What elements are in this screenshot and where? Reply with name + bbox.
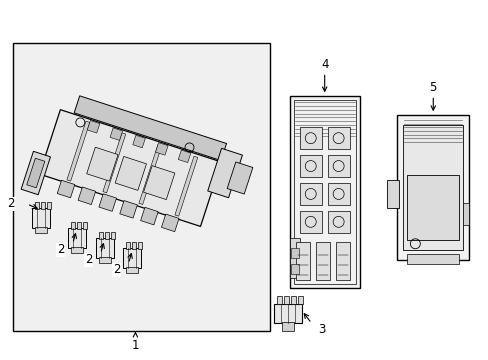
Bar [289,238,299,278]
Bar [297,296,302,303]
Text: 5: 5 [428,81,436,94]
Bar [126,242,130,249]
Polygon shape [27,158,45,188]
Bar [403,125,462,250]
Bar [99,232,102,239]
Bar [35,202,39,209]
Polygon shape [175,156,197,216]
Text: 2: 2 [85,253,92,266]
Bar [47,202,51,209]
Bar [82,222,86,229]
Polygon shape [143,166,175,199]
Bar [123,248,141,268]
Polygon shape [74,96,226,161]
Bar [283,296,288,303]
Text: 2: 2 [57,243,64,256]
Bar [13,42,269,332]
Bar [397,115,468,260]
Polygon shape [207,148,242,198]
Bar [41,202,45,209]
Bar [32,208,50,228]
Bar [95,238,113,258]
Bar [386,180,399,208]
Text: 2: 2 [7,197,15,210]
Bar [35,227,47,233]
Bar [71,222,75,229]
Polygon shape [139,144,162,204]
Bar [299,127,321,149]
Polygon shape [102,133,125,193]
Bar [295,242,309,280]
Text: 2: 2 [113,263,120,276]
Bar [290,296,295,303]
Polygon shape [141,207,158,225]
Polygon shape [178,150,190,163]
Polygon shape [120,201,137,218]
Bar [281,323,293,332]
Bar [138,242,142,249]
Bar [299,211,321,233]
Bar [335,242,349,280]
Polygon shape [40,110,221,226]
Bar [315,242,329,280]
Bar [126,267,138,273]
Bar [327,127,349,149]
Polygon shape [86,147,118,181]
Polygon shape [57,180,75,198]
Polygon shape [87,121,100,133]
Polygon shape [21,151,50,195]
Bar [327,211,349,233]
Bar [104,232,108,239]
Bar [71,247,82,253]
Bar [77,222,81,229]
Polygon shape [161,214,179,231]
Polygon shape [99,194,116,211]
Text: 4: 4 [320,58,328,71]
Bar [462,203,468,225]
Bar [110,232,114,239]
Bar [290,264,298,274]
Polygon shape [115,157,146,190]
Text: 1: 1 [131,339,139,352]
Bar [299,155,321,177]
Text: 3: 3 [317,323,325,336]
Polygon shape [227,162,252,194]
Polygon shape [78,187,96,204]
Polygon shape [155,143,168,155]
Polygon shape [133,135,145,148]
Bar [327,183,349,205]
Bar [273,303,301,323]
Polygon shape [67,121,90,181]
Bar [290,248,298,258]
Bar [289,96,359,288]
Polygon shape [110,128,122,140]
Bar [327,155,349,177]
Bar [276,296,281,303]
Bar [407,254,458,264]
Bar [293,100,355,284]
Bar [407,175,458,240]
Bar [99,257,110,263]
Bar [67,228,85,248]
Bar [132,242,136,249]
Bar [299,183,321,205]
